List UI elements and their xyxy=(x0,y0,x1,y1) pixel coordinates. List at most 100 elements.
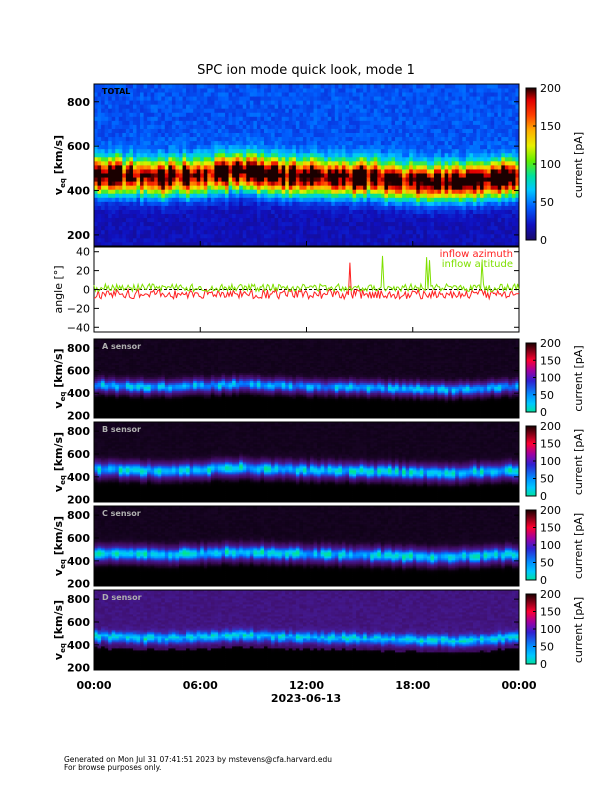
heatmap-cell xyxy=(151,141,155,145)
heatmap-cell xyxy=(179,177,183,181)
heatmap-cell xyxy=(190,206,194,210)
heatmap-cell xyxy=(172,141,176,145)
heatmap-cell xyxy=(211,133,215,137)
heatmap-cell xyxy=(193,181,197,185)
heatmap-cell xyxy=(151,96,155,100)
heatmap-cell xyxy=(214,129,218,133)
heatmap-cell xyxy=(186,197,190,201)
heatmap-cell xyxy=(115,222,119,226)
heatmap-cell xyxy=(151,145,155,149)
heatmap-cell xyxy=(175,222,179,226)
heatmap-cell xyxy=(137,206,141,210)
heatmap-cell xyxy=(186,112,190,116)
heatmap-cell xyxy=(105,206,109,210)
heatmap-cell xyxy=(214,149,218,153)
heatmap-cell xyxy=(179,181,183,185)
heatmap-cell xyxy=(204,234,208,238)
heatmap-cell xyxy=(126,157,130,161)
heatmap-cell xyxy=(179,104,183,108)
heatmap-cell xyxy=(197,137,201,141)
heatmap-cell xyxy=(98,88,102,92)
heatmap-cell xyxy=(108,112,112,116)
heatmap-cell xyxy=(168,108,172,112)
heatmap-cell xyxy=(112,185,116,189)
heatmap-cell xyxy=(168,230,172,234)
heatmap-cell xyxy=(200,189,204,193)
heatmap-cell xyxy=(133,218,137,222)
heatmap-cell xyxy=(218,133,222,137)
heatmap-cell xyxy=(137,92,141,96)
heatmap-cell xyxy=(158,230,162,234)
heatmap-cell xyxy=(137,234,141,238)
heatmap-cell xyxy=(105,177,109,181)
heatmap-cell xyxy=(94,88,98,92)
heatmap-cell xyxy=(222,189,226,193)
heatmap-cell xyxy=(140,230,144,234)
heatmap-cell xyxy=(214,84,218,88)
heatmap-cell xyxy=(218,125,222,129)
heatmap-cell xyxy=(137,100,141,104)
heatmap-cell xyxy=(165,234,169,238)
heatmap-cell xyxy=(172,116,176,120)
heatmap-cell xyxy=(133,169,137,173)
heatmap-cell xyxy=(151,108,155,112)
heatmap-cell xyxy=(154,92,158,96)
heatmap-cell xyxy=(161,173,165,177)
heatmap-cell xyxy=(147,100,151,104)
heatmap-cell xyxy=(161,149,165,153)
heatmap-cell xyxy=(211,116,215,120)
heatmap-cell xyxy=(186,218,190,222)
heatmap-cell xyxy=(115,181,119,185)
heatmap-cell xyxy=(186,165,190,169)
heatmap-cell xyxy=(168,129,172,133)
heatmap-cell xyxy=(183,210,187,214)
heatmap-cell xyxy=(222,157,226,161)
heatmap-cell xyxy=(200,185,204,189)
heatmap-cell xyxy=(200,149,204,153)
heatmap-cell xyxy=(193,145,197,149)
heatmap-cell xyxy=(140,214,144,218)
heatmap-cell xyxy=(122,141,126,145)
heatmap-cell xyxy=(225,181,229,185)
heatmap-cell xyxy=(190,116,194,120)
heatmap-cell xyxy=(186,153,190,157)
heatmap-cell xyxy=(165,165,169,169)
heatmap-cell xyxy=(204,161,208,165)
heatmap-cell xyxy=(193,92,197,96)
heatmap-cell xyxy=(126,108,130,112)
heatmap-cell xyxy=(133,88,137,92)
heatmap-cell xyxy=(165,137,169,141)
heatmap-cell xyxy=(172,218,176,222)
heatmap-cell xyxy=(122,169,126,173)
heatmap-cell xyxy=(214,206,218,210)
heatmap-cell xyxy=(144,185,148,189)
heatmap-cell xyxy=(222,84,226,88)
heatmap-cell xyxy=(94,181,98,185)
heatmap-cell xyxy=(186,100,190,104)
heatmap-cell xyxy=(137,112,141,116)
heatmap-cell xyxy=(105,169,109,173)
heatmap-cell xyxy=(101,193,105,197)
heatmap-cell xyxy=(129,125,133,129)
heatmap-cell xyxy=(154,230,158,234)
heatmap-cell xyxy=(200,108,204,112)
heatmap-cell xyxy=(207,149,211,153)
heatmap-cell xyxy=(165,116,169,120)
heatmap-cell xyxy=(218,120,222,124)
heatmap-cell xyxy=(115,201,119,205)
heatmap-cell xyxy=(165,141,169,145)
heatmap-cell xyxy=(193,96,197,100)
heatmap-cell xyxy=(172,120,176,124)
heatmap-cell xyxy=(119,112,123,116)
heatmap-cell xyxy=(140,120,144,124)
heatmap-cell xyxy=(172,137,176,141)
heatmap-cell xyxy=(144,96,148,100)
heatmap-cell xyxy=(98,108,102,112)
heatmap-cell xyxy=(112,120,116,124)
heatmap-cell xyxy=(112,230,116,234)
heatmap-cell xyxy=(165,129,169,133)
heatmap-cell xyxy=(151,125,155,129)
heatmap-cell xyxy=(126,197,130,201)
heatmap-cell xyxy=(197,100,201,104)
heatmap-cell xyxy=(190,88,194,92)
